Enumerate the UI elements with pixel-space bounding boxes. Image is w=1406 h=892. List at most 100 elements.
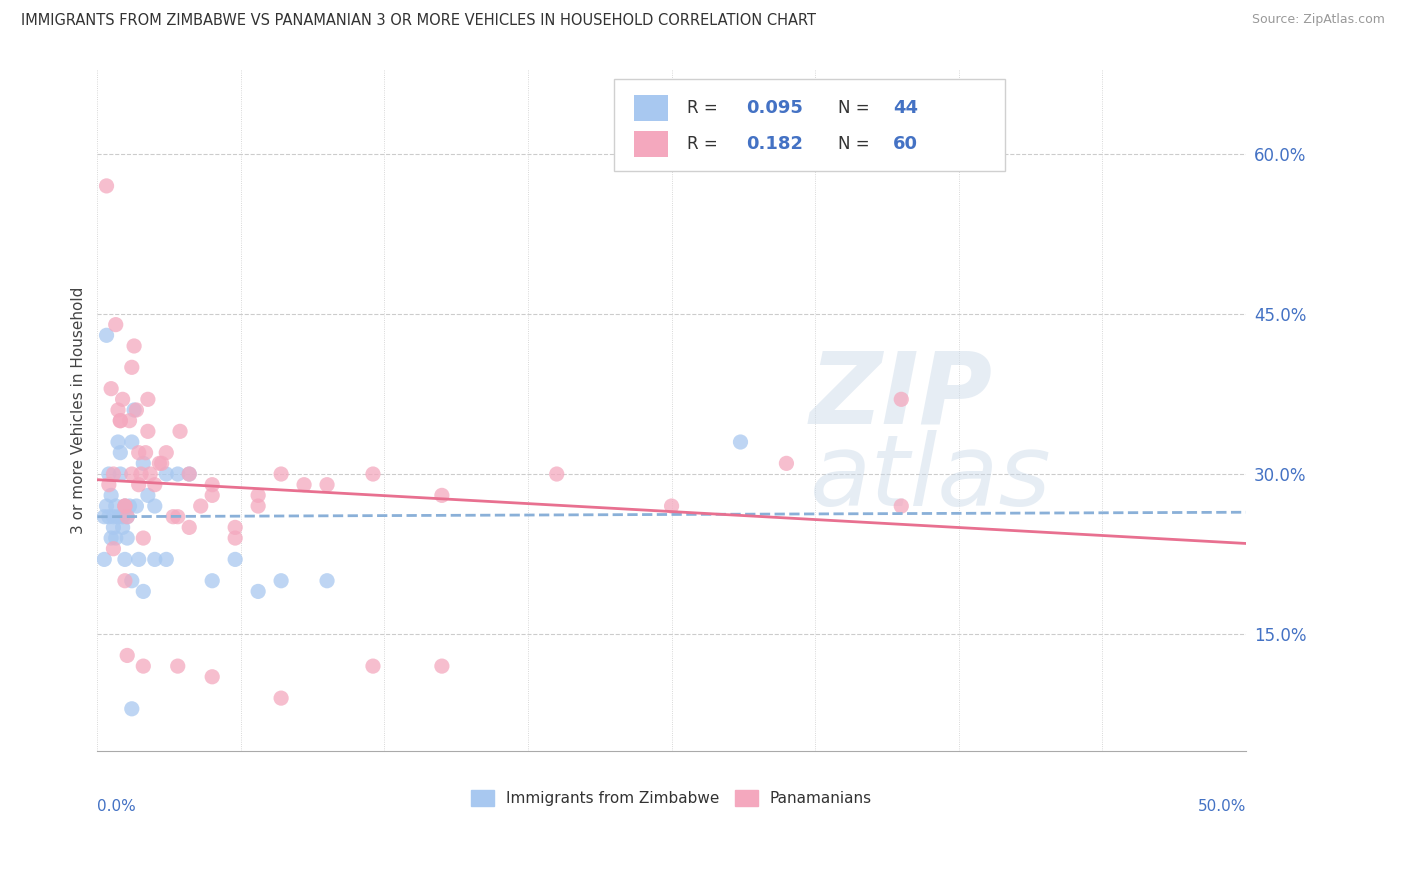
Point bbox=[128, 552, 150, 566]
Point bbox=[201, 488, 224, 502]
Point bbox=[361, 659, 384, 673]
Point bbox=[100, 488, 122, 502]
Text: atlas: atlas bbox=[810, 430, 1052, 527]
Point bbox=[162, 509, 184, 524]
Text: 60: 60 bbox=[893, 136, 918, 153]
Point bbox=[97, 509, 120, 524]
Text: R =: R = bbox=[686, 99, 717, 117]
Point bbox=[114, 574, 136, 588]
Point bbox=[96, 499, 118, 513]
Point bbox=[114, 552, 136, 566]
Point bbox=[247, 499, 270, 513]
Point bbox=[97, 467, 120, 481]
Point bbox=[100, 531, 122, 545]
Point bbox=[169, 425, 191, 439]
Point bbox=[118, 414, 141, 428]
Point bbox=[128, 477, 150, 491]
Point bbox=[122, 339, 145, 353]
Text: Source: ZipAtlas.com: Source: ZipAtlas.com bbox=[1251, 13, 1385, 27]
Point bbox=[115, 509, 138, 524]
Point bbox=[179, 467, 201, 481]
Point bbox=[190, 499, 212, 513]
Point bbox=[125, 499, 148, 513]
Point bbox=[316, 477, 339, 491]
Point bbox=[115, 648, 138, 663]
Point bbox=[166, 509, 188, 524]
Point bbox=[118, 499, 141, 513]
Point bbox=[115, 531, 138, 545]
Text: R =: R = bbox=[686, 136, 717, 153]
Point bbox=[890, 392, 912, 407]
Point bbox=[104, 531, 127, 545]
Point bbox=[128, 445, 150, 459]
Point bbox=[166, 467, 188, 481]
Point bbox=[93, 509, 115, 524]
Point bbox=[316, 574, 339, 588]
Point bbox=[201, 670, 224, 684]
Point bbox=[114, 499, 136, 513]
Point bbox=[110, 467, 132, 481]
Point bbox=[155, 552, 177, 566]
Point bbox=[107, 403, 129, 417]
Point bbox=[179, 467, 201, 481]
Point bbox=[136, 392, 159, 407]
Point bbox=[114, 499, 136, 513]
Point bbox=[111, 520, 134, 534]
Point bbox=[224, 520, 246, 534]
FancyBboxPatch shape bbox=[634, 95, 668, 121]
Point bbox=[121, 702, 143, 716]
Point bbox=[179, 520, 201, 534]
Point bbox=[775, 456, 797, 470]
Point bbox=[107, 509, 129, 524]
Point bbox=[121, 467, 143, 481]
Point bbox=[136, 425, 159, 439]
Point bbox=[115, 509, 138, 524]
Point bbox=[110, 414, 132, 428]
Point bbox=[110, 414, 132, 428]
Point bbox=[247, 584, 270, 599]
Text: 0.0%: 0.0% bbox=[97, 799, 136, 814]
Point bbox=[143, 477, 166, 491]
Point bbox=[103, 520, 125, 534]
Point bbox=[361, 467, 384, 481]
Point bbox=[107, 435, 129, 450]
Point bbox=[132, 584, 155, 599]
Point bbox=[103, 467, 125, 481]
Point bbox=[224, 531, 246, 545]
FancyBboxPatch shape bbox=[614, 78, 1005, 171]
Point bbox=[104, 499, 127, 513]
Point bbox=[201, 574, 224, 588]
Legend: Immigrants from Zimbabwe, Panamanians: Immigrants from Zimbabwe, Panamanians bbox=[465, 784, 879, 812]
Point bbox=[104, 318, 127, 332]
Point bbox=[730, 435, 752, 450]
Point bbox=[155, 467, 177, 481]
Point bbox=[136, 488, 159, 502]
Point bbox=[100, 382, 122, 396]
Point bbox=[430, 488, 453, 502]
Point bbox=[430, 659, 453, 673]
Text: 44: 44 bbox=[893, 99, 918, 117]
FancyBboxPatch shape bbox=[634, 131, 668, 157]
Point bbox=[132, 659, 155, 673]
Point bbox=[224, 552, 246, 566]
Point bbox=[201, 477, 224, 491]
Point bbox=[96, 328, 118, 343]
Point bbox=[155, 445, 177, 459]
Text: N =: N = bbox=[838, 136, 870, 153]
Point bbox=[103, 509, 125, 524]
Point bbox=[103, 541, 125, 556]
Point bbox=[110, 445, 132, 459]
Point bbox=[111, 392, 134, 407]
Point bbox=[122, 403, 145, 417]
Text: ZIP: ZIP bbox=[810, 348, 993, 445]
Text: N =: N = bbox=[838, 99, 870, 117]
Point bbox=[661, 499, 683, 513]
Point bbox=[148, 456, 170, 470]
Point bbox=[114, 499, 136, 513]
Point bbox=[270, 691, 292, 706]
Point bbox=[150, 456, 173, 470]
Text: 50.0%: 50.0% bbox=[1198, 799, 1246, 814]
Point bbox=[97, 477, 120, 491]
Point bbox=[132, 456, 155, 470]
Point bbox=[270, 574, 292, 588]
